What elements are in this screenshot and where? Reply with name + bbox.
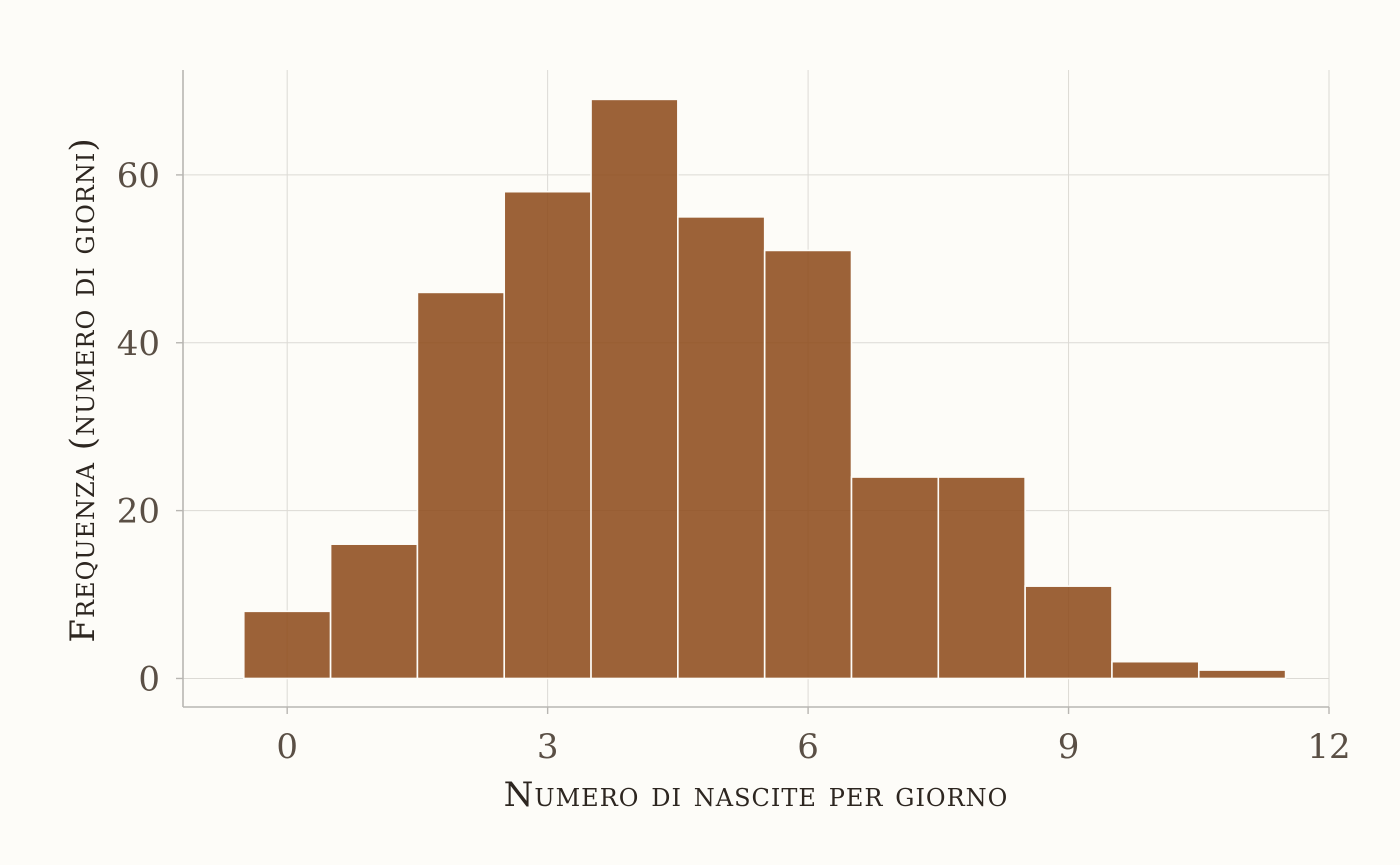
y-axis-title: Frequenza (numero di giorni)	[63, 137, 103, 642]
y-tick-label: 0	[138, 659, 160, 699]
y-tick-labels: 0 20 40 60	[117, 156, 160, 700]
histogram-bar	[1111, 660, 1200, 680]
x-tick-label: 9	[1058, 727, 1080, 767]
x-tick-label: 0	[276, 727, 298, 767]
histogram-bars	[242, 98, 1287, 680]
histogram-bar	[329, 543, 419, 680]
x-tick-labels: 0 3 6 9 12	[276, 727, 1350, 767]
histogram-bar	[590, 98, 679, 680]
histogram-bar	[677, 216, 766, 680]
axis-lines	[176, 70, 1330, 714]
histogram-bar	[503, 190, 592, 680]
histogram-bar	[416, 291, 506, 680]
histogram-bar	[850, 476, 940, 680]
histogram-bar	[1197, 669, 1287, 680]
y-tick-label: 40	[117, 324, 160, 364]
histogram-bar	[242, 610, 332, 680]
x-axis-title: Numero di nascite per giorno	[504, 775, 1009, 815]
y-tick-label: 20	[117, 492, 160, 532]
histogram-bar	[763, 249, 853, 680]
histogram-bar	[1024, 585, 1113, 680]
x-tick-label: 12	[1307, 727, 1350, 767]
x-tick-label: 3	[537, 727, 559, 767]
x-tick-label: 6	[797, 727, 819, 767]
y-tick-label: 60	[117, 156, 160, 196]
histogram-bar	[937, 476, 1026, 680]
